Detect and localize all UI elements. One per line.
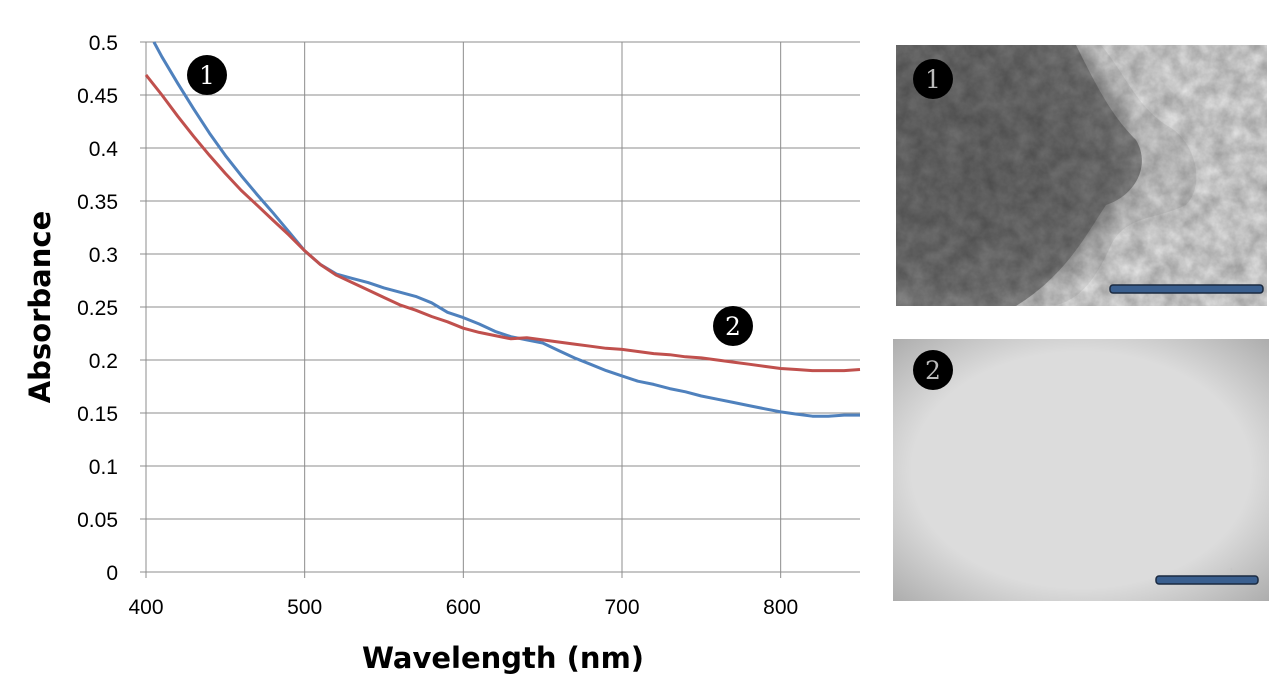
svg-text:1: 1 [925,65,941,94]
svg-text:1: 1 [199,61,215,90]
y-tick-label: 0.15 [77,403,118,426]
y-tick-label: 0.1 [89,456,118,479]
x-tick-label: 800 [763,596,798,619]
y-tick-label: 0.35 [77,191,118,214]
y-tick-label: 0.5 [89,32,118,55]
grid-lines [146,41,860,572]
y-tick-label: 0.4 [89,138,119,161]
y-axis-title: Absorbance [23,211,57,404]
y-tick-label: 0 [106,562,118,585]
scale-bar-2 [1155,575,1259,585]
tick-labels: 0 0.05 0.1 0.15 0.2 0.25 0.3 0.35 0.4 0.45 0.5 400 5… [77,32,798,619]
svg-text:2: 2 [925,356,941,385]
data-series [144,41,861,418]
x-tick-label: 600 [446,596,481,619]
axes [140,41,860,578]
y-tick-label: 0.2 [89,350,118,373]
y-tick-label: 0.3 [89,244,118,267]
series-line-2 [144,73,861,373]
tem-image-1: 1 [896,45,1267,306]
tem-image-2-badge [913,350,953,390]
y-tick-label: 0.25 [77,297,118,320]
curve-marker-2: 2 [713,306,753,346]
y-tick-label: 0.45 [77,85,118,108]
y-tick-label: 0.05 [77,509,118,532]
x-tick-label: 500 [287,596,322,619]
tem-image-1-badge [913,59,953,99]
series-line-1 [152,41,860,418]
x-axis-title: Wavelength (nm) [362,641,644,675]
scale-bar-1 [1109,284,1264,294]
svg-text:2: 2 [725,312,741,341]
x-tick-label: 700 [604,596,639,619]
tem-image-2: 2 [893,339,1269,601]
curve-marker-1: 1 [187,55,227,95]
absorbance-chart: 0 0.05 0.1 0.15 0.2 0.25 0.3 0.35 0.4 0.45 0.5 400 5… [23,32,861,675]
x-tick-label: 400 [128,596,163,619]
